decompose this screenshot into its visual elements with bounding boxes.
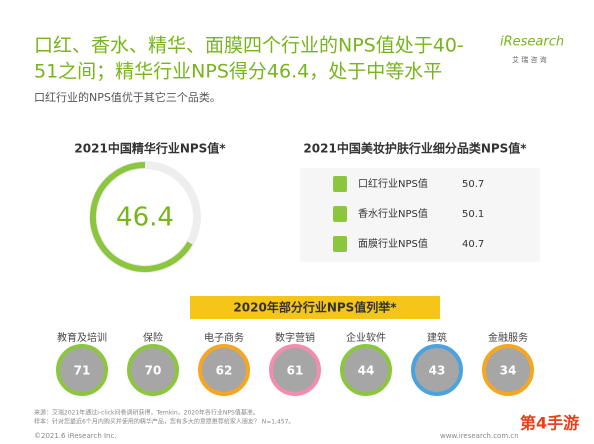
row-label: 口红行业NPS值 [358, 177, 428, 190]
copyright: ©2021.6 iResearch Inc. [34, 432, 117, 440]
industry-ring [56, 344, 108, 396]
industry-label: 教育及培训 [57, 331, 107, 344]
industry-ring [269, 344, 321, 396]
industry-label: 建筑 [427, 331, 447, 344]
row-value: 50.1 [462, 209, 484, 220]
industry-ring [340, 344, 392, 396]
industry-value: 44 [358, 364, 375, 378]
sample: 样本：针对您最近6个月内购买并使用的精华产品，您有多大的意愿推荐给家人朋友？ N… [34, 418, 294, 426]
industry-value: 43 [429, 364, 446, 378]
url: www.iresearch.com.cn [440, 432, 519, 440]
industry-label: 电子商务 [204, 331, 244, 344]
industry-label: 金融服务 [488, 331, 528, 344]
row-icon [333, 176, 347, 192]
industry-ring [198, 344, 250, 396]
banner-title: 2020年部分行业NPS值列举* [233, 300, 397, 315]
industry-value: 62 [216, 364, 233, 378]
industry-value: 70 [145, 364, 162, 378]
subtitle: 口红行业的NPS值优于其它三个品类。 [34, 90, 221, 104]
logo: iResearch [500, 35, 564, 50]
row-value: 50.7 [462, 179, 484, 190]
source: 来源：艾瑞2021年通过i-click问卷调研获得，Temkin，2020年各行… [34, 409, 259, 417]
industry-value: 61 [287, 364, 304, 378]
industry-ring [482, 344, 534, 396]
row-icon [333, 206, 347, 222]
panel-title: 2021中国美妆护肤行业细分品类NPS值* [303, 141, 527, 156]
banner [190, 296, 440, 319]
row-icon [333, 236, 347, 252]
title-line: 口红、香水、精华、面膜四个行业的NPS值处于40- [34, 35, 464, 57]
logo-sub: 艾 瑞 咨 询 [512, 55, 547, 64]
panel-title: 2021中国精华行业NPS值* [74, 141, 226, 156]
industry-ring [127, 344, 179, 396]
industry-value: 71 [74, 364, 91, 378]
gauge-value: 46.4 [116, 203, 174, 233]
row-label: 面膜行业NPS值 [358, 237, 428, 250]
industry-label: 数字营销 [275, 331, 315, 344]
watermark: 第4手游 [520, 414, 579, 433]
industry-value: 34 [500, 364, 517, 378]
row-label: 香水行业NPS值 [358, 207, 428, 220]
gauge-arc [89, 162, 193, 272]
industry-label: 保险 [143, 331, 163, 344]
row-value: 40.7 [462, 239, 484, 250]
industry-label: 企业软件 [346, 331, 386, 344]
industry-ring [411, 344, 463, 396]
title-line: 51之间；精华行业NPS得分46.4，处于中等水平 [34, 61, 442, 83]
